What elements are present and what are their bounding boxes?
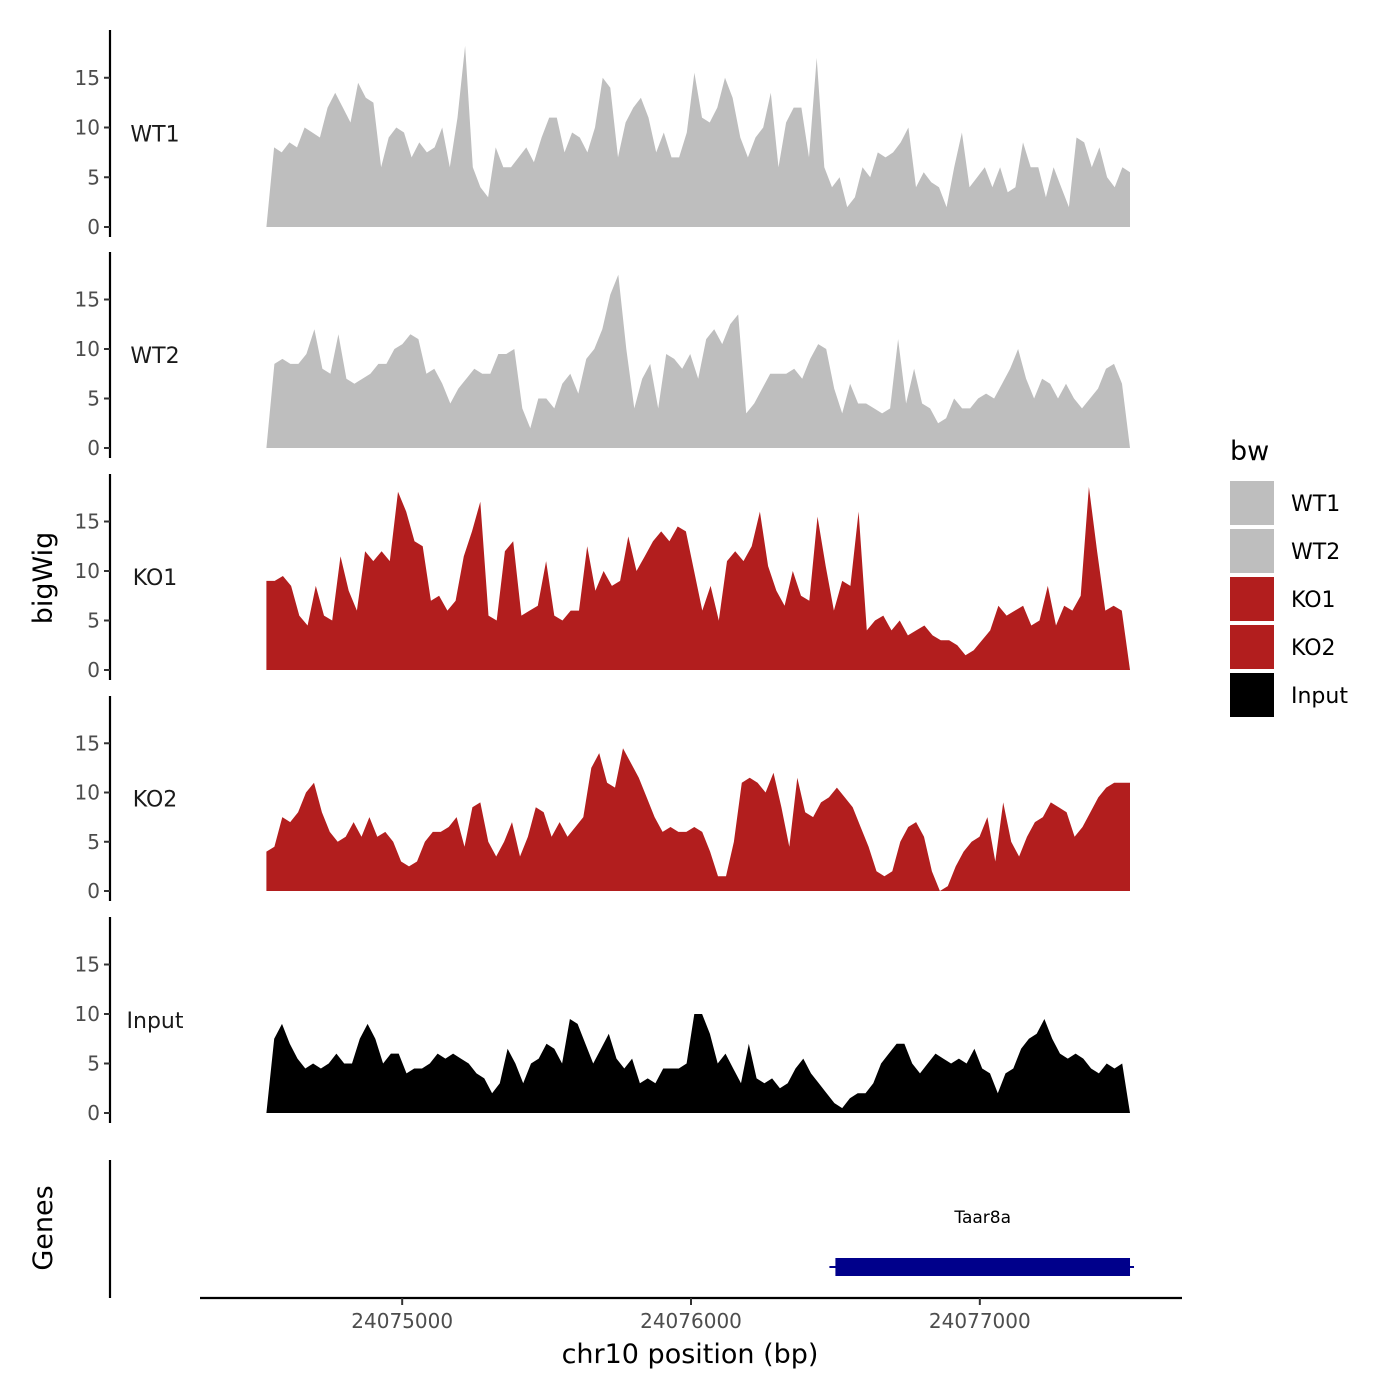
y-tick-label: 10 <box>75 116 100 140</box>
legend-item-wt1: WT1 <box>1230 481 1340 525</box>
track-wt2: 0 5 10 15 WT2 <box>75 252 1130 460</box>
legend-swatch <box>1230 481 1274 525</box>
y-tick-label: 0 <box>87 658 100 682</box>
track-wt1: 0 5 10 15 WT1 <box>75 30 1130 239</box>
y-tick-label: 10 <box>75 1002 100 1026</box>
y-axis-title: bigWig <box>28 532 59 625</box>
legend-label: WT1 <box>1291 492 1340 517</box>
y-tick-label: 10 <box>75 337 100 361</box>
area-ko1 <box>266 486 1130 670</box>
genes-panel: Taar8a <box>108 1160 1135 1298</box>
track-label: KO1 <box>133 566 178 591</box>
legend-swatch <box>1230 577 1274 621</box>
legend-label: KO1 <box>1291 588 1336 613</box>
legend-label: Input <box>1291 684 1348 709</box>
y-tick-label: 10 <box>75 559 100 583</box>
gene-exon <box>835 1258 1131 1276</box>
track-label: KO2 <box>133 788 178 813</box>
legend-item-input: Input <box>1230 673 1348 717</box>
area-wt2 <box>266 274 1130 448</box>
x-tick-label: 24075000 <box>351 1309 453 1333</box>
track-label: WT1 <box>130 123 179 148</box>
legend-item-wt2: WT2 <box>1230 529 1340 573</box>
track-label: WT2 <box>130 344 179 369</box>
legend-item-ko2: KO2 <box>1230 625 1336 669</box>
legend-swatch <box>1230 673 1274 717</box>
y-tick-label: 0 <box>87 1101 100 1125</box>
y-tick-label: 0 <box>87 436 100 460</box>
legend-item-ko1: KO1 <box>1230 577 1336 621</box>
track-label: Input <box>127 1009 184 1034</box>
y-tick-label: 15 <box>75 288 100 312</box>
x-axis-title: chr10 position (bp) <box>562 1339 819 1370</box>
y-tick-label: 15 <box>75 953 100 977</box>
track-ko2: 0 5 10 15 KO2 <box>75 696 1130 903</box>
y-tick-label: 15 <box>75 731 100 755</box>
track-input: 0 5 10 15 Input <box>75 917 1130 1125</box>
x-tick-label: 24076000 <box>640 1309 742 1333</box>
y-tick-label: 5 <box>87 830 100 854</box>
track-panels: 0 5 10 15 WT1 0 5 10 15 WT2 0 5 10 15 KO1 0 5 10 15 KO2 0 5 10… <box>75 30 1130 1125</box>
x-tick-label: 24077000 <box>929 1309 1031 1333</box>
area-ko2 <box>266 748 1130 891</box>
y-tick-label: 5 <box>87 609 100 633</box>
legend-label: WT2 <box>1291 540 1340 565</box>
area-input <box>266 1014 1130 1113</box>
legend-title: bw <box>1230 436 1269 467</box>
y-tick-label: 0 <box>87 215 100 239</box>
y-tick-label: 0 <box>87 879 100 903</box>
legend-swatch <box>1230 529 1274 573</box>
y-tick-label: 5 <box>87 1052 100 1076</box>
y-tick-label: 15 <box>75 66 100 90</box>
legend: bw WT1 WT2 KO1 KO2 Input <box>1230 436 1348 717</box>
y-tick-label: 15 <box>75 510 100 534</box>
y-tick-label: 10 <box>75 781 100 805</box>
area-wt1 <box>266 45 1130 228</box>
genes-axis-title: Genes <box>28 1185 59 1270</box>
x-axis: 24075000 24076000 24077000 <box>200 1296 1182 1333</box>
y-tick-label: 5 <box>87 165 100 189</box>
track-ko1: 0 5 10 15 KO1 <box>75 474 1130 682</box>
gene-label: Taar8a <box>953 1208 1011 1228</box>
legend-label: KO2 <box>1291 636 1336 661</box>
legend-swatch <box>1230 625 1274 669</box>
y-tick-label: 5 <box>87 387 100 411</box>
gene-taar8a: Taar8a <box>829 1208 1135 1276</box>
